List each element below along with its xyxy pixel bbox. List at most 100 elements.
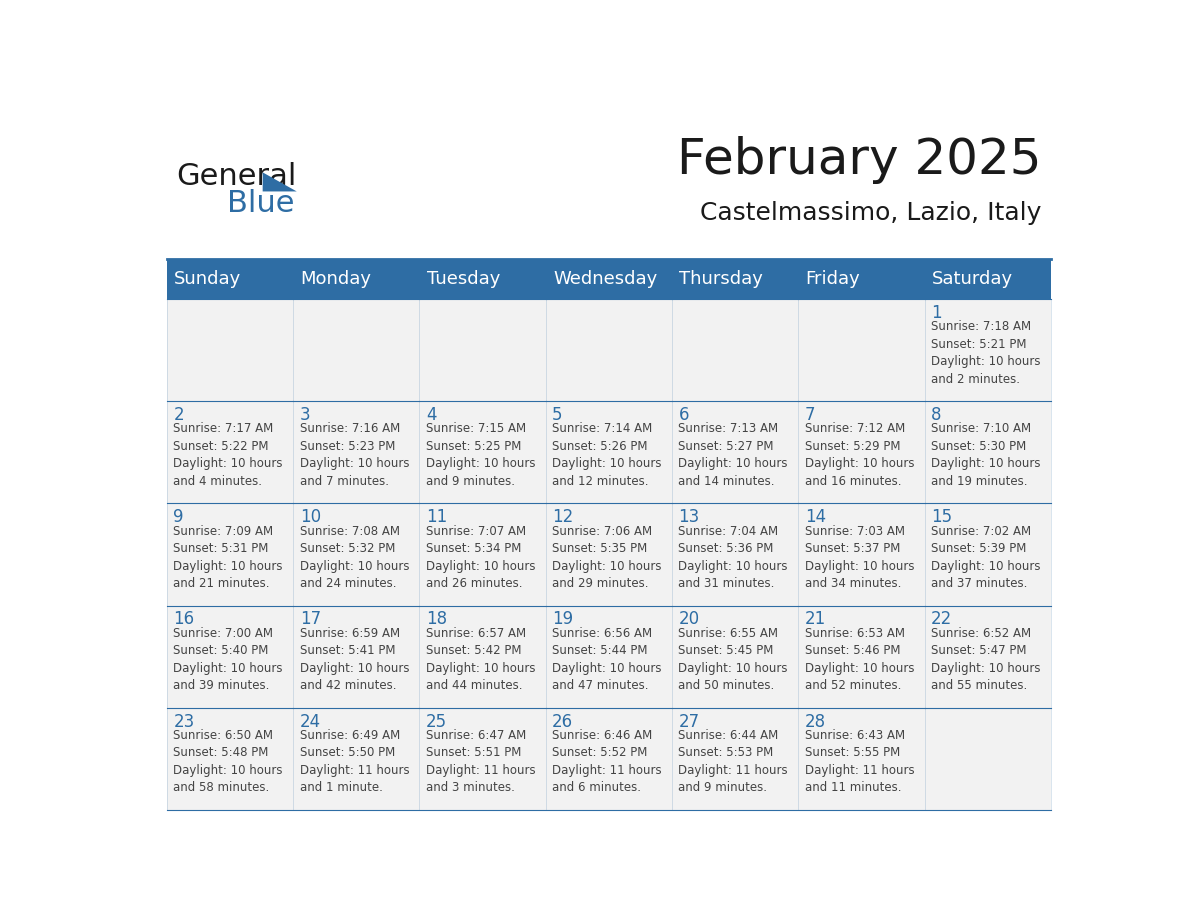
Text: 25: 25 <box>425 712 447 731</box>
Text: Sunday: Sunday <box>175 270 241 287</box>
Text: General: General <box>176 162 297 192</box>
Text: 5: 5 <box>552 406 563 424</box>
FancyBboxPatch shape <box>545 259 672 299</box>
FancyBboxPatch shape <box>166 503 293 606</box>
FancyBboxPatch shape <box>924 401 1051 503</box>
FancyBboxPatch shape <box>419 503 545 606</box>
FancyBboxPatch shape <box>545 606 672 708</box>
Text: 15: 15 <box>931 509 952 526</box>
Text: Sunrise: 7:08 AM
Sunset: 5:32 PM
Daylight: 10 hours
and 24 minutes.: Sunrise: 7:08 AM Sunset: 5:32 PM Dayligh… <box>299 524 409 590</box>
Text: Sunrise: 7:10 AM
Sunset: 5:30 PM
Daylight: 10 hours
and 19 minutes.: Sunrise: 7:10 AM Sunset: 5:30 PM Dayligh… <box>931 422 1041 487</box>
Text: Sunrise: 6:43 AM
Sunset: 5:55 PM
Daylight: 11 hours
and 11 minutes.: Sunrise: 6:43 AM Sunset: 5:55 PM Dayligh… <box>804 729 915 794</box>
Text: 6: 6 <box>678 406 689 424</box>
Text: 9: 9 <box>173 509 184 526</box>
FancyBboxPatch shape <box>672 259 798 299</box>
Text: 14: 14 <box>804 509 826 526</box>
FancyBboxPatch shape <box>798 606 924 708</box>
FancyBboxPatch shape <box>166 401 293 503</box>
Text: 17: 17 <box>299 610 321 629</box>
Text: 27: 27 <box>678 712 700 731</box>
Text: Sunrise: 6:50 AM
Sunset: 5:48 PM
Daylight: 10 hours
and 58 minutes.: Sunrise: 6:50 AM Sunset: 5:48 PM Dayligh… <box>173 729 283 794</box>
FancyBboxPatch shape <box>166 708 293 810</box>
Text: Friday: Friday <box>805 270 860 287</box>
FancyBboxPatch shape <box>798 259 924 299</box>
Text: Sunrise: 6:52 AM
Sunset: 5:47 PM
Daylight: 10 hours
and 55 minutes.: Sunrise: 6:52 AM Sunset: 5:47 PM Dayligh… <box>931 627 1041 692</box>
Text: Sunrise: 7:12 AM
Sunset: 5:29 PM
Daylight: 10 hours
and 16 minutes.: Sunrise: 7:12 AM Sunset: 5:29 PM Dayligh… <box>804 422 915 487</box>
Text: Saturday: Saturday <box>931 270 1013 287</box>
Text: Sunrise: 6:59 AM
Sunset: 5:41 PM
Daylight: 10 hours
and 42 minutes.: Sunrise: 6:59 AM Sunset: 5:41 PM Dayligh… <box>299 627 409 692</box>
FancyBboxPatch shape <box>166 299 293 401</box>
FancyBboxPatch shape <box>924 259 1051 299</box>
Text: 2: 2 <box>173 406 184 424</box>
Text: Blue: Blue <box>227 188 295 218</box>
Text: 8: 8 <box>931 406 941 424</box>
FancyBboxPatch shape <box>924 606 1051 708</box>
FancyBboxPatch shape <box>672 503 798 606</box>
Text: 21: 21 <box>804 610 826 629</box>
Text: 16: 16 <box>173 610 195 629</box>
FancyBboxPatch shape <box>924 708 1051 810</box>
Text: 24: 24 <box>299 712 321 731</box>
Text: Sunrise: 6:44 AM
Sunset: 5:53 PM
Daylight: 11 hours
and 9 minutes.: Sunrise: 6:44 AM Sunset: 5:53 PM Dayligh… <box>678 729 788 794</box>
Text: Thursday: Thursday <box>680 270 763 287</box>
Text: Sunrise: 7:16 AM
Sunset: 5:23 PM
Daylight: 10 hours
and 7 minutes.: Sunrise: 7:16 AM Sunset: 5:23 PM Dayligh… <box>299 422 409 487</box>
Text: Sunrise: 6:56 AM
Sunset: 5:44 PM
Daylight: 10 hours
and 47 minutes.: Sunrise: 6:56 AM Sunset: 5:44 PM Dayligh… <box>552 627 662 692</box>
Text: Castelmassimo, Lazio, Italy: Castelmassimo, Lazio, Italy <box>700 201 1042 225</box>
FancyBboxPatch shape <box>419 606 545 708</box>
FancyBboxPatch shape <box>672 299 798 401</box>
Text: 12: 12 <box>552 509 574 526</box>
Text: 20: 20 <box>678 610 700 629</box>
Text: Wednesday: Wednesday <box>554 270 657 287</box>
FancyBboxPatch shape <box>924 299 1051 401</box>
FancyBboxPatch shape <box>672 708 798 810</box>
Text: 23: 23 <box>173 712 195 731</box>
Text: 28: 28 <box>804 712 826 731</box>
Text: 18: 18 <box>425 610 447 629</box>
FancyBboxPatch shape <box>293 299 419 401</box>
FancyBboxPatch shape <box>166 259 293 299</box>
Text: 10: 10 <box>299 509 321 526</box>
Text: Sunrise: 6:57 AM
Sunset: 5:42 PM
Daylight: 10 hours
and 44 minutes.: Sunrise: 6:57 AM Sunset: 5:42 PM Dayligh… <box>425 627 536 692</box>
Text: Sunrise: 7:15 AM
Sunset: 5:25 PM
Daylight: 10 hours
and 9 minutes.: Sunrise: 7:15 AM Sunset: 5:25 PM Dayligh… <box>425 422 536 487</box>
FancyBboxPatch shape <box>419 708 545 810</box>
Text: Sunrise: 7:04 AM
Sunset: 5:36 PM
Daylight: 10 hours
and 31 minutes.: Sunrise: 7:04 AM Sunset: 5:36 PM Dayligh… <box>678 524 788 590</box>
Text: Sunrise: 6:49 AM
Sunset: 5:50 PM
Daylight: 11 hours
and 1 minute.: Sunrise: 6:49 AM Sunset: 5:50 PM Dayligh… <box>299 729 409 794</box>
Text: Sunrise: 7:09 AM
Sunset: 5:31 PM
Daylight: 10 hours
and 21 minutes.: Sunrise: 7:09 AM Sunset: 5:31 PM Dayligh… <box>173 524 283 590</box>
Text: 1: 1 <box>931 304 942 322</box>
Text: Sunrise: 7:02 AM
Sunset: 5:39 PM
Daylight: 10 hours
and 37 minutes.: Sunrise: 7:02 AM Sunset: 5:39 PM Dayligh… <box>931 524 1041 590</box>
Text: 11: 11 <box>425 509 447 526</box>
FancyBboxPatch shape <box>798 503 924 606</box>
Text: Tuesday: Tuesday <box>426 270 500 287</box>
Text: 7: 7 <box>804 406 815 424</box>
Text: Sunrise: 7:07 AM
Sunset: 5:34 PM
Daylight: 10 hours
and 26 minutes.: Sunrise: 7:07 AM Sunset: 5:34 PM Dayligh… <box>425 524 536 590</box>
FancyBboxPatch shape <box>672 401 798 503</box>
Text: Sunrise: 6:46 AM
Sunset: 5:52 PM
Daylight: 11 hours
and 6 minutes.: Sunrise: 6:46 AM Sunset: 5:52 PM Dayligh… <box>552 729 662 794</box>
Text: 19: 19 <box>552 610 574 629</box>
FancyBboxPatch shape <box>293 401 419 503</box>
Polygon shape <box>263 173 297 192</box>
FancyBboxPatch shape <box>798 401 924 503</box>
Text: 4: 4 <box>425 406 436 424</box>
Text: Sunrise: 6:55 AM
Sunset: 5:45 PM
Daylight: 10 hours
and 50 minutes.: Sunrise: 6:55 AM Sunset: 5:45 PM Dayligh… <box>678 627 788 692</box>
Text: Sunrise: 7:00 AM
Sunset: 5:40 PM
Daylight: 10 hours
and 39 minutes.: Sunrise: 7:00 AM Sunset: 5:40 PM Dayligh… <box>173 627 283 692</box>
FancyBboxPatch shape <box>293 259 419 299</box>
FancyBboxPatch shape <box>545 401 672 503</box>
FancyBboxPatch shape <box>293 503 419 606</box>
Text: Sunrise: 6:53 AM
Sunset: 5:46 PM
Daylight: 10 hours
and 52 minutes.: Sunrise: 6:53 AM Sunset: 5:46 PM Dayligh… <box>804 627 915 692</box>
FancyBboxPatch shape <box>545 503 672 606</box>
FancyBboxPatch shape <box>545 708 672 810</box>
FancyBboxPatch shape <box>419 259 545 299</box>
Text: Sunrise: 7:17 AM
Sunset: 5:22 PM
Daylight: 10 hours
and 4 minutes.: Sunrise: 7:17 AM Sunset: 5:22 PM Dayligh… <box>173 422 283 487</box>
FancyBboxPatch shape <box>798 708 924 810</box>
Text: Sunrise: 7:18 AM
Sunset: 5:21 PM
Daylight: 10 hours
and 2 minutes.: Sunrise: 7:18 AM Sunset: 5:21 PM Dayligh… <box>931 320 1041 386</box>
FancyBboxPatch shape <box>293 708 419 810</box>
Text: 22: 22 <box>931 610 953 629</box>
FancyBboxPatch shape <box>166 606 293 708</box>
FancyBboxPatch shape <box>293 606 419 708</box>
Text: Sunrise: 7:13 AM
Sunset: 5:27 PM
Daylight: 10 hours
and 14 minutes.: Sunrise: 7:13 AM Sunset: 5:27 PM Dayligh… <box>678 422 788 487</box>
FancyBboxPatch shape <box>798 299 924 401</box>
Text: Sunrise: 7:14 AM
Sunset: 5:26 PM
Daylight: 10 hours
and 12 minutes.: Sunrise: 7:14 AM Sunset: 5:26 PM Dayligh… <box>552 422 662 487</box>
Text: Sunrise: 6:47 AM
Sunset: 5:51 PM
Daylight: 11 hours
and 3 minutes.: Sunrise: 6:47 AM Sunset: 5:51 PM Dayligh… <box>425 729 536 794</box>
Text: Sunrise: 7:03 AM
Sunset: 5:37 PM
Daylight: 10 hours
and 34 minutes.: Sunrise: 7:03 AM Sunset: 5:37 PM Dayligh… <box>804 524 915 590</box>
Text: Sunrise: 7:06 AM
Sunset: 5:35 PM
Daylight: 10 hours
and 29 minutes.: Sunrise: 7:06 AM Sunset: 5:35 PM Dayligh… <box>552 524 662 590</box>
